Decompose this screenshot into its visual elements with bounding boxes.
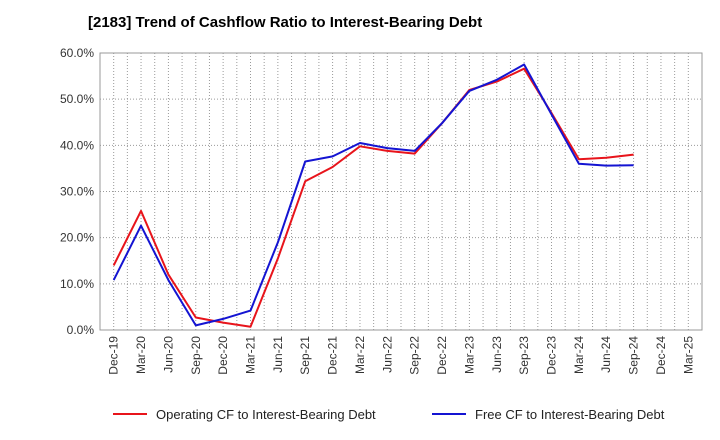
y-tick-label: 50.0% (60, 92, 94, 106)
plot-area (99, 52, 703, 331)
y-axis: 0.0% 10.0% 20.0% 30.0% 40.0% 50.0% 60.0% (60, 46, 94, 337)
x-tick-label: Sep-24 (627, 336, 641, 375)
x-axis: Dec-19 Mar-20 Jun-20 Sep-20 Dec-20 Mar-21 Jun-… (107, 336, 696, 375)
x-tick-label: Sep-21 (298, 336, 312, 375)
y-tick-label: 0.0% (67, 323, 95, 337)
x-tick-label: Jun-21 (271, 336, 285, 373)
x-tick-label: Dec-24 (654, 336, 668, 375)
x-tick-label: Mar-20 (134, 336, 148, 374)
series (112, 63, 634, 328)
x-tick-label: Mar-21 (244, 336, 258, 374)
y-tick-label: 20.0% (60, 231, 94, 245)
y-tick-label: 40.0% (60, 138, 94, 152)
chart-title: [2183] Trend of Cashflow Ratio to Intere… (88, 14, 483, 31)
grid (100, 52, 702, 331)
x-tick-label: Dec-22 (435, 336, 449, 375)
series-line-2 (112, 63, 634, 327)
x-tick-label: Sep-20 (189, 336, 203, 375)
x-tick-label: Jun-20 (161, 336, 175, 373)
legend-label-1: Operating CF to Interest-Bearing Debt (156, 407, 376, 422)
x-tick-label: Dec-20 (216, 336, 230, 375)
y-tick-label: 10.0% (60, 277, 94, 291)
legend: Operating CF to Interest-Bearing Debt Fre… (113, 407, 665, 422)
x-tick-label: Jun-23 (490, 336, 504, 373)
x-tick-label: Sep-22 (408, 336, 422, 375)
x-tick-label: Dec-21 (326, 336, 340, 375)
legend-label-2: Free CF to Interest-Bearing Debt (475, 407, 665, 422)
x-tick-label: Mar-22 (353, 336, 367, 374)
x-tick-label: Mar-23 (462, 336, 476, 374)
x-tick-label: Mar-25 (681, 336, 695, 374)
y-tick-label: 60.0% (60, 46, 94, 60)
y-tick-label: 30.0% (60, 185, 94, 199)
x-tick-label: Jun-24 (599, 336, 613, 373)
x-tick-label: Dec-19 (107, 336, 121, 375)
x-tick-label: Mar-24 (572, 336, 586, 374)
x-tick-label: Sep-23 (517, 336, 531, 375)
x-tick-label: Jun-22 (380, 336, 394, 373)
x-tick-label: Dec-23 (545, 336, 559, 375)
